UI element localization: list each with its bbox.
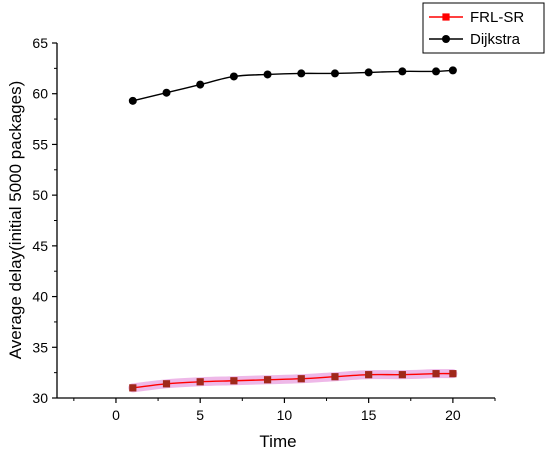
x-tick-label: 5 [196,407,204,423]
data-point [263,70,272,79]
data-point [449,370,457,378]
data-point [229,72,238,81]
data-point [297,69,306,78]
legend-label: FRL-SR [470,9,524,26]
legend-label: Dijkstra [470,31,521,48]
data-point [297,375,305,383]
data-point [162,88,171,97]
x-tick-label: 10 [277,407,293,423]
y-tick-label: 50 [32,187,48,203]
legend-box [422,2,545,54]
x-axis-title: Time [259,432,296,451]
data-point [365,371,373,379]
axes: 0 5 10 15 20 30 35 40 45 50 55 60 65 [32,35,496,423]
y-tick-label: 35 [32,339,48,355]
y-tick-label: 40 [32,289,48,305]
x-tick-label: 15 [361,407,377,423]
data-point [128,96,137,105]
data-point [432,370,440,378]
y-tick-label: 45 [32,238,48,254]
data-point [129,384,137,392]
legend-marker [442,13,450,21]
x-tick-label: 0 [112,407,120,423]
data-point [448,66,457,75]
y-tick-label: 65 [32,35,48,51]
data-point [162,380,171,388]
legend: FRL-SR Dijkstra [422,2,545,54]
y-tick-label: 55 [32,136,48,152]
data-point [364,68,373,77]
y-tick-label: 60 [32,86,48,102]
data-point [330,69,339,78]
plot-area [128,66,458,393]
data-point [196,80,205,89]
data-point [331,373,339,381]
data-point [398,371,406,379]
y-tick-label: 30 [32,390,48,406]
data-point [398,67,407,76]
data-point [432,67,441,76]
data-point [263,376,272,384]
x-tick-label: 20 [445,407,461,423]
data-point [196,378,204,386]
data-point [230,377,238,385]
y-axis-title: Average delay(initial 5000 packages) [6,81,25,359]
legend-marker [442,35,450,43]
